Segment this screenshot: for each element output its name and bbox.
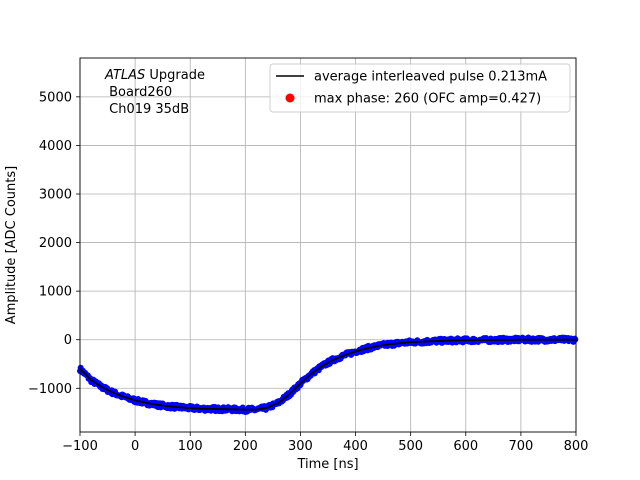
- annotation-line-2: Board260: [105, 85, 172, 100]
- x-tick-label: −100: [62, 439, 98, 454]
- y-tick-label: 1000: [39, 285, 72, 300]
- legend-entry-max-phase: max phase: 260 (OFC amp=0.427): [314, 92, 541, 107]
- y-tick-label: 3000: [39, 188, 72, 203]
- average-pulse-line: [79, 338, 576, 411]
- axis-ticks: −100 0 100 200 300 400 500 600 700 800−1000010002…: [28, 90, 588, 454]
- annotation: ATLAS Upgrade Board260 Ch019 35dB: [104, 68, 205, 117]
- y-tick-label: 0: [64, 333, 72, 348]
- x-tick-label: 200: [233, 439, 258, 454]
- legend-point-swatch: [285, 93, 295, 103]
- x-axis-label: Time [ns]: [296, 457, 358, 472]
- plot-frame: [79, 57, 577, 433]
- x-tick-label: 100: [178, 439, 203, 454]
- x-tick-label: 0: [131, 439, 139, 454]
- legend-entry-average: average interleaved pulse 0.213mA: [314, 70, 547, 85]
- x-tick-label: 800: [564, 439, 589, 454]
- y-tick-label: 5000: [39, 90, 72, 105]
- x-tick-label: 500: [398, 439, 423, 454]
- annotation-line-3: Ch019 35dB: [105, 102, 189, 117]
- scatter-samples: [77, 334, 579, 415]
- x-tick-label: 300: [288, 439, 313, 454]
- x-tick-label: 600: [453, 439, 478, 454]
- x-tick-label: 400: [343, 439, 368, 454]
- x-tick-label: 700: [508, 439, 533, 454]
- legend: average interleaved pulse 0.213mA max ph…: [269, 63, 571, 113]
- y-tick-label: 4000: [39, 139, 72, 154]
- legend-box: [269, 63, 571, 113]
- y-axis-label: Amplitude [ADC Counts]: [4, 166, 19, 324]
- y-tick-label: 2000: [39, 236, 72, 251]
- annotation-line-1: ATLAS Upgrade: [104, 68, 205, 83]
- y-tick-label: −1000: [28, 382, 72, 397]
- plot-area: [77, 334, 579, 415]
